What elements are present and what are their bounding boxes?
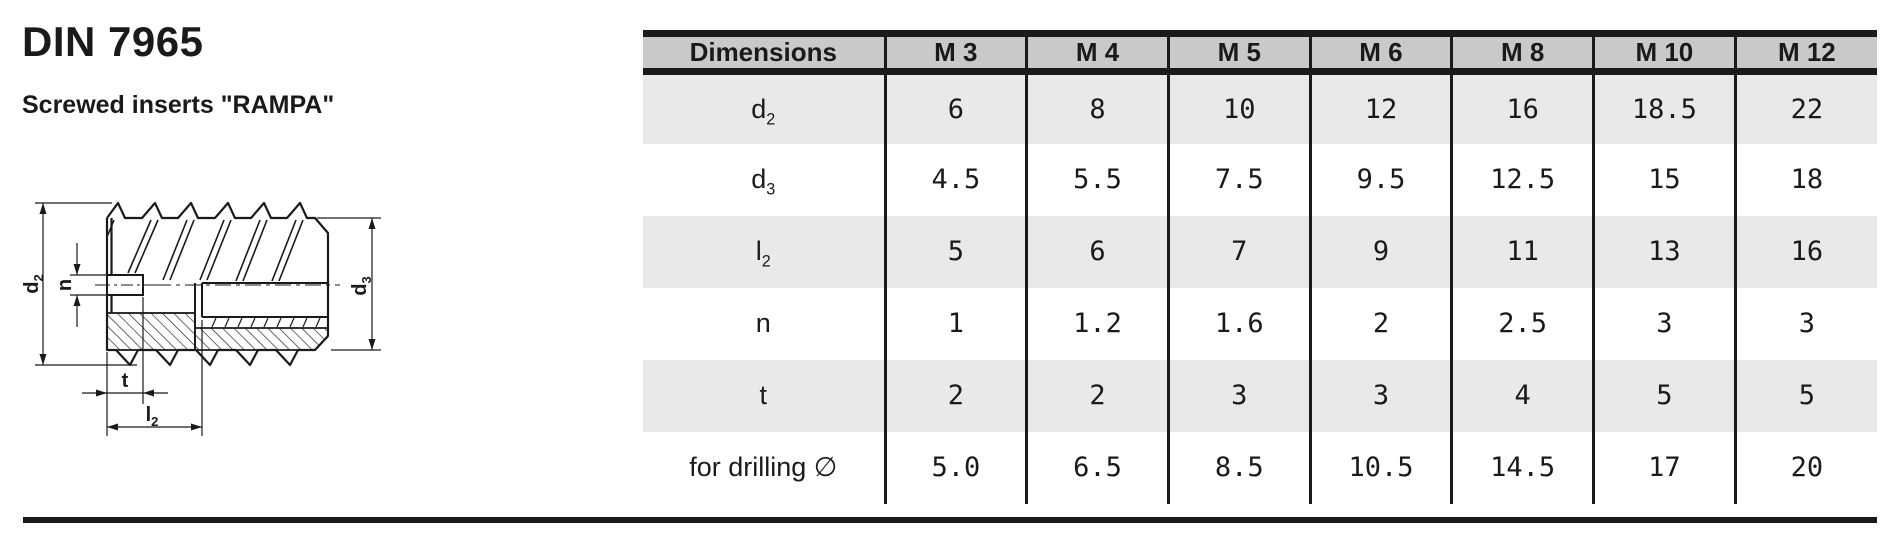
value-cell: 14.5 <box>1450 431 1594 504</box>
value-cell: 2 <box>1308 287 1452 360</box>
row-label-text: d <box>751 93 767 124</box>
value-cell: 12 <box>1308 71 1452 144</box>
row-label-text: t <box>759 380 767 410</box>
value-cell: 18.5 <box>1592 71 1736 144</box>
value-cell: 12.5 <box>1450 143 1594 216</box>
value-cell: 3 <box>1733 287 1877 360</box>
value-cell: 5.0 <box>883 431 1027 504</box>
column-header-m6: M 6 <box>1308 33 1452 75</box>
table-row: l2 5 6 7 9 11 13 16 <box>643 215 1877 288</box>
value-cell: 6 <box>1025 215 1169 288</box>
value-cell: 3 <box>1166 359 1311 432</box>
d3-label: d3 <box>349 276 374 295</box>
value-cell: 8 <box>1025 71 1169 144</box>
n-label: n <box>54 279 76 291</box>
dimension-n: n <box>54 243 107 327</box>
value-cell: 1 <box>883 287 1027 360</box>
d2-label: d2 <box>21 274 46 293</box>
row-label-text: l <box>755 236 762 266</box>
value-cell: 13 <box>1592 215 1736 288</box>
body-bottom-profile <box>107 335 329 367</box>
dimension-d2: d2 <box>21 202 137 366</box>
column-header-m10: M 10 <box>1592 33 1736 75</box>
row-label-text: d <box>751 164 767 194</box>
bottom-rule <box>23 517 1877 523</box>
table-row: d3 4.5 5.5 7.5 9.5 12.5 15 18 <box>643 143 1877 216</box>
thread-flank-lines <box>106 219 304 282</box>
column-header-m8: M 8 <box>1450 33 1594 75</box>
value-cell: 4 <box>1450 359 1594 432</box>
technical-drawing: d2 n d3 t l2 <box>0 140 460 550</box>
body-left-edge <box>105 218 113 350</box>
value-cell: 5 <box>883 215 1027 288</box>
value-cell: 7 <box>1166 215 1311 288</box>
insert-cross-section-drawing: d2 n d3 t l2 <box>21 201 381 436</box>
row-label: t <box>643 359 885 432</box>
value-cell: 9.5 <box>1308 143 1452 216</box>
value-cell: 5.5 <box>1025 143 1169 216</box>
table-row: for drilling ∅ 5.0 6.5 8.5 10.5 14.5 17 20 <box>643 431 1877 504</box>
column-header-m12: M 12 <box>1733 33 1877 75</box>
value-cell: 4.5 <box>883 143 1027 216</box>
row-label-subscript: 2 <box>761 252 771 271</box>
row-label-subscript: 3 <box>766 180 776 199</box>
value-cell: 7.5 <box>1166 143 1311 216</box>
value-cell: 6.5 <box>1025 431 1169 504</box>
row-label: for drilling ∅ <box>643 432 885 504</box>
column-header-m3: M 3 <box>883 33 1027 75</box>
page-subtitle: Screwed inserts "RAMPA" <box>22 91 335 119</box>
value-cell: 5 <box>1733 359 1877 432</box>
row-label: n <box>643 288 885 360</box>
table-row: d2 6 8 10 12 16 18.5 22 <box>643 71 1877 144</box>
value-cell: 5 <box>1592 359 1736 432</box>
dimension-t: t <box>82 297 168 436</box>
dimension-l2: l2 <box>107 320 203 436</box>
value-cell: 8.5 <box>1166 431 1311 504</box>
value-cell: 6 <box>883 71 1027 144</box>
value-cell: 10.5 <box>1308 431 1452 504</box>
value-cell: 3 <box>1592 287 1736 360</box>
value-cell: 11 <box>1450 215 1594 288</box>
t-label: t <box>122 370 129 392</box>
value-cell: 22 <box>1733 71 1877 144</box>
value-cell: 2.5 <box>1450 287 1594 360</box>
row-label-text: n <box>755 308 771 338</box>
section-hatch-left <box>106 312 196 351</box>
dimension-d3: d3 <box>317 217 381 351</box>
column-header-m5: M 5 <box>1166 33 1311 75</box>
row-label-text: for drilling ∅ <box>689 452 838 482</box>
section-hatch-right <box>194 327 329 351</box>
row-label: l2 <box>643 215 885 288</box>
row-label-subscript: 2 <box>766 110 776 129</box>
value-cell: 17 <box>1592 431 1736 504</box>
value-cell: 3 <box>1308 359 1452 432</box>
value-cell: 20 <box>1733 431 1877 504</box>
l2-label: l2 <box>146 404 159 429</box>
row-label: d3 <box>643 144 885 216</box>
internal-thread-ticks <box>211 317 321 328</box>
value-cell: 1.2 <box>1025 287 1169 360</box>
value-cell: 16 <box>1733 215 1877 288</box>
value-cell: 15 <box>1592 143 1736 216</box>
value-cell: 1.6 <box>1166 287 1311 360</box>
value-cell: 18 <box>1733 143 1877 216</box>
value-cell: 16 <box>1450 71 1594 144</box>
value-cell: 9 <box>1308 215 1452 288</box>
body-top-profile <box>106 201 330 336</box>
value-cell: 10 <box>1166 71 1311 144</box>
page-title: DIN 7965 <box>22 18 204 65</box>
row-label: d2 <box>643 71 885 144</box>
column-header-dimensions: Dimensions <box>643 33 885 75</box>
value-cell: 2 <box>883 359 1027 432</box>
column-header-m4: M 4 <box>1025 33 1169 75</box>
value-cell: 2 <box>1025 359 1169 432</box>
bore-lines <box>194 282 328 328</box>
table-row: n 1 1.2 1.6 2 2.5 3 3 <box>643 287 1877 360</box>
